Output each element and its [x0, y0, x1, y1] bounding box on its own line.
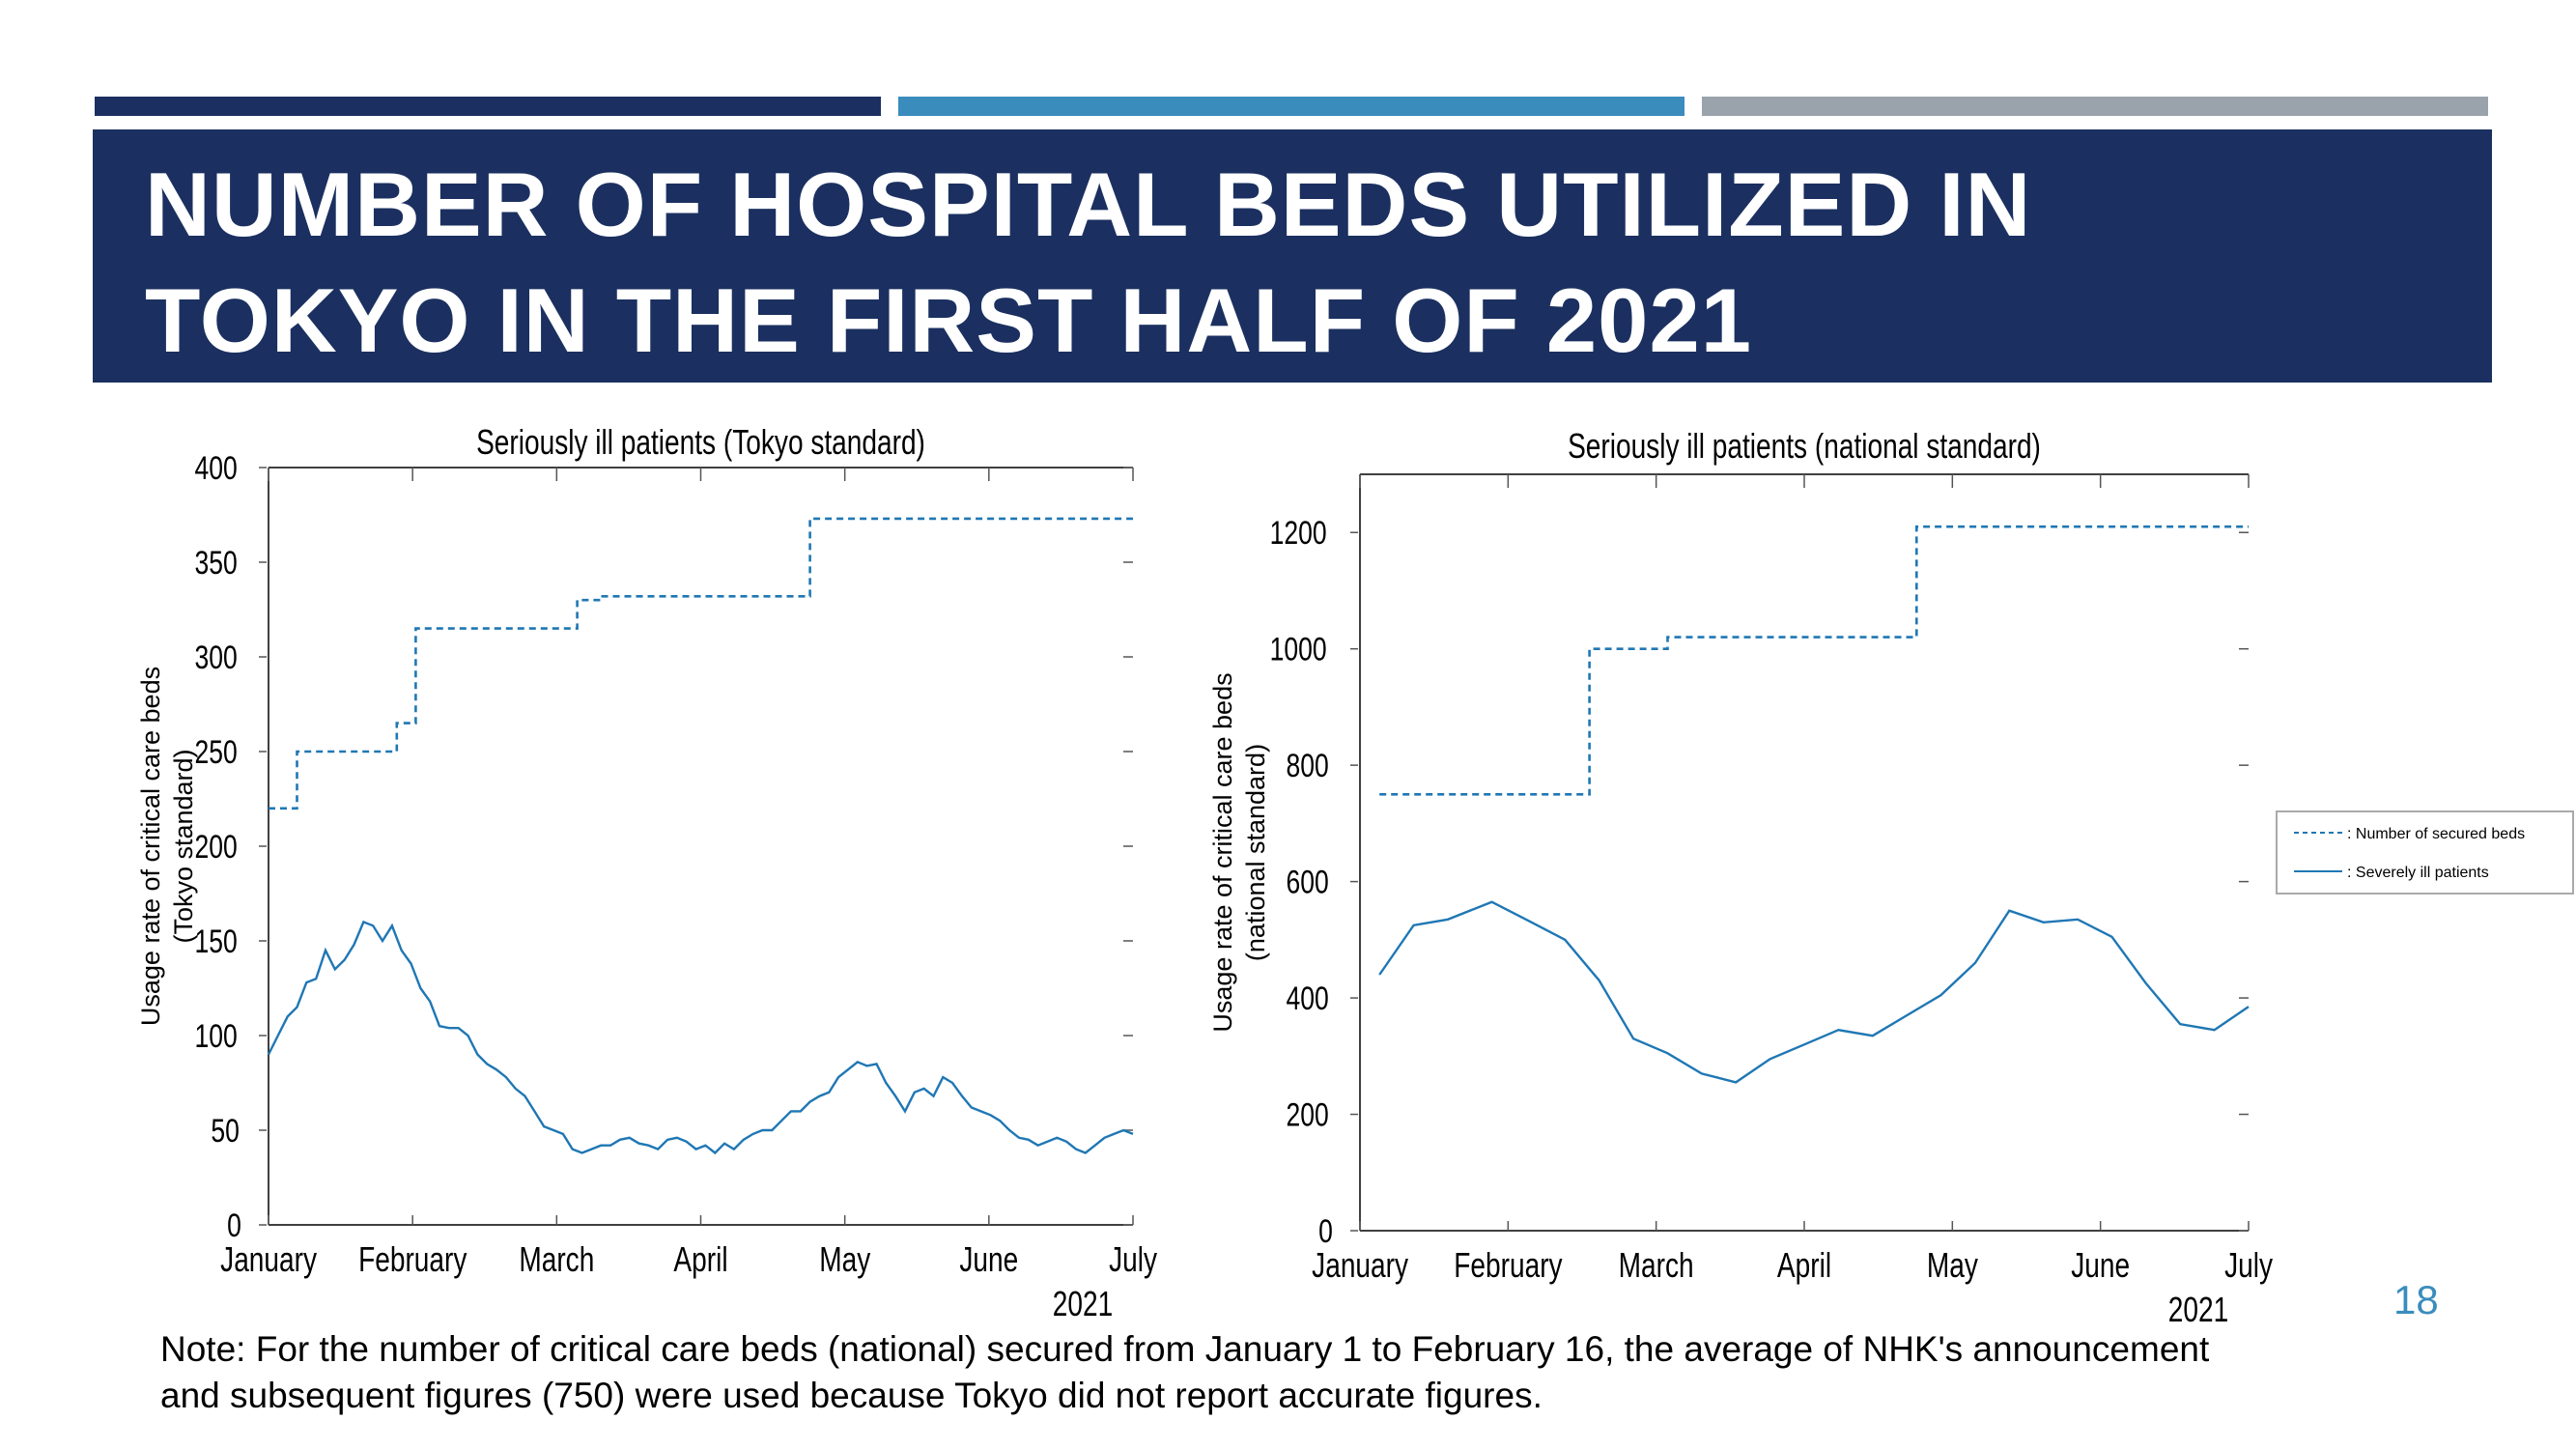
x-tick-label: January: [220, 1240, 318, 1279]
severely-ill-line: [1378, 900, 2250, 1084]
legend-label: : Severely ill patients: [2347, 865, 2489, 881]
x-tick-label: February: [358, 1240, 467, 1279]
y-tick-label: 0: [227, 1208, 241, 1244]
chart-title: Seriously ill patients (national standar…: [1568, 427, 2041, 466]
y-axis-label-line: (national standard): [1241, 744, 1270, 961]
x-tick-label: June: [2071, 1246, 2130, 1285]
x-year-label: 2021: [2168, 1291, 2228, 1329]
header-bar-navy: [95, 97, 881, 116]
chart-legend: : Number of secured beds : Severely ill p…: [2276, 810, 2574, 895]
chart-national-standard: Seriously ill patients (national standar…: [1208, 427, 2274, 1329]
y-axis-label-line: Usage rate of critical care beds: [136, 667, 165, 1026]
y-tick-label: 1000: [1270, 632, 1327, 668]
severely-ill-line: [267, 920, 1134, 1155]
y-tick-label: 0: [1318, 1213, 1333, 1250]
slide-title-line-2: TOKYO IN THE FIRST HALF OF 2021: [145, 270, 1753, 371]
legend-label: : Number of secured beds: [2347, 826, 2525, 842]
x-tick-label: March: [1619, 1246, 1694, 1285]
x-tick-label: May: [819, 1240, 871, 1279]
secured-beds-line: [269, 517, 1133, 810]
y-tick-label: 200: [1287, 1096, 1329, 1133]
x-tick-label: April: [673, 1240, 727, 1279]
y-tick-label: 200: [195, 829, 238, 866]
title-banner: NUMBER OF HOSPITAL BEDS UTILIZED IN TOKY…: [93, 129, 2492, 383]
x-tick-label: March: [519, 1240, 594, 1279]
x-tick-label: May: [1927, 1246, 1979, 1285]
x-tick-label: July: [1109, 1240, 1158, 1279]
x-tick-label: June: [959, 1240, 1018, 1279]
y-tick-label: 300: [195, 639, 238, 676]
y-tick-label: 800: [1287, 748, 1329, 784]
y-axis-label-line: Usage rate of critical care beds: [1208, 672, 1237, 1032]
y-tick-label: 1200: [1270, 515, 1327, 552]
legend-box: [2276, 810, 2574, 895]
x-tick-label: February: [1454, 1246, 1563, 1285]
y-tick-label: 600: [1287, 865, 1329, 901]
x-tick-label: April: [1777, 1246, 1831, 1285]
header-bar-gray: [1702, 97, 2488, 116]
footnote-line-1: Note: For the number of critical care be…: [160, 1329, 2210, 1369]
y-tick-label: 250: [195, 734, 238, 771]
y-tick-label: 350: [195, 545, 238, 582]
x-year-label: 2021: [1053, 1285, 1113, 1323]
footnote-line-2: and subsequent figures (750) were used b…: [160, 1376, 1543, 1415]
page-number: 18: [2393, 1277, 2439, 1322]
y-axis-label-line: (Tokyo standard): [169, 749, 198, 943]
x-tick-label: January: [1312, 1246, 1409, 1285]
header-bar-blue: [898, 97, 1684, 116]
y-tick-label: 100: [195, 1018, 238, 1055]
x-tick-label: July: [2224, 1246, 2274, 1285]
y-tick-label: 50: [211, 1113, 240, 1150]
footnote: Note: For the number of critical care be…: [160, 1326, 2382, 1419]
chart-title: Seriously ill patients (Tokyo standard): [476, 423, 925, 462]
y-tick-label: 400: [195, 450, 238, 487]
y-tick-label: 400: [1287, 980, 1329, 1017]
secured-beds-line: [1379, 525, 2249, 796]
slide-title-line-1: NUMBER OF HOSPITAL BEDS UTILIZED IN: [145, 154, 2032, 255]
chart-tokyo-standard: Seriously ill patients (Tokyo standard) 0…: [136, 423, 1158, 1323]
y-tick-label: 150: [195, 923, 238, 960]
